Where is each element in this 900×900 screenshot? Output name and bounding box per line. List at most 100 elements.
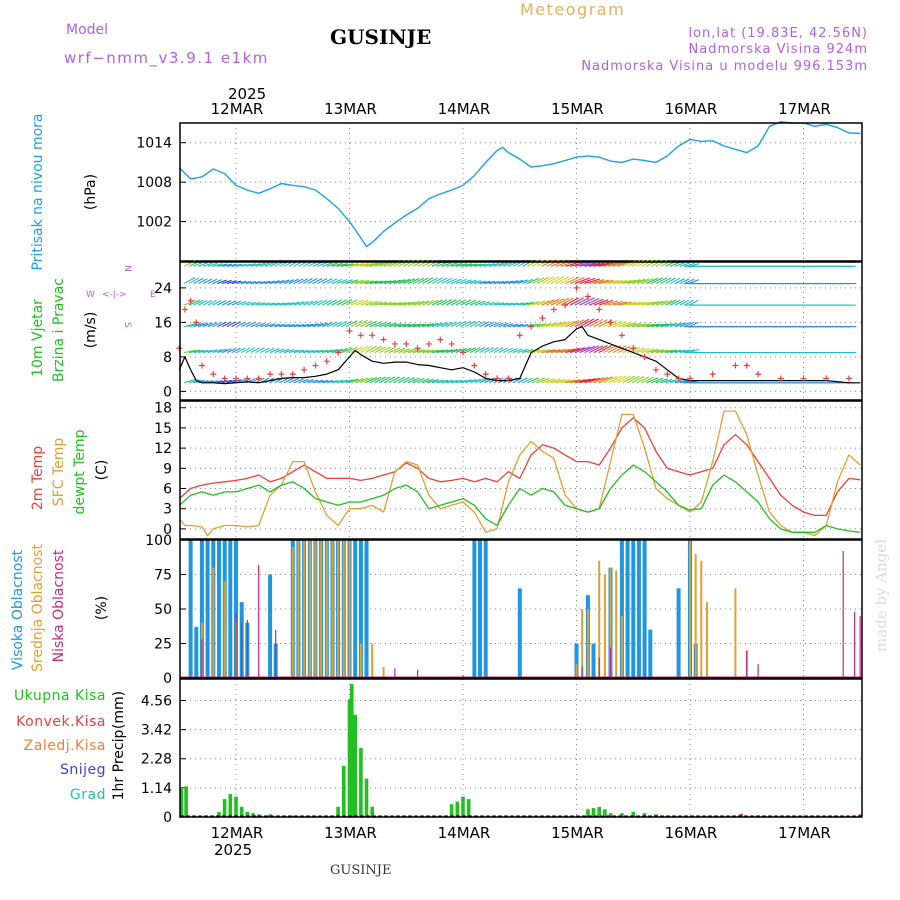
wind-barb <box>436 277 448 285</box>
wind-barb <box>341 347 353 354</box>
wind-barb <box>355 299 369 306</box>
wind-barb <box>579 345 596 354</box>
wind-barb <box>531 277 545 285</box>
wind-barb <box>460 279 472 285</box>
wind-ylabel: 10m Vjetar <box>30 299 46 377</box>
wind-dir-s: S <box>122 322 132 328</box>
cloud-bar <box>188 540 193 678</box>
wind-barb <box>593 319 608 328</box>
precip-bar <box>353 714 357 817</box>
wind-barb <box>679 349 691 354</box>
wind-barb <box>426 322 439 328</box>
wind-barb <box>207 322 218 328</box>
precip-bar <box>461 796 465 817</box>
wind-barb <box>317 379 329 384</box>
wind-barb <box>250 322 261 328</box>
precip-bar <box>234 796 238 817</box>
cloud-bar <box>642 540 647 678</box>
wind-barb <box>217 300 227 306</box>
wind-gust-series <box>176 284 852 382</box>
wind-barb <box>417 349 430 354</box>
wind-barb <box>303 349 314 354</box>
wind-barb <box>436 349 449 354</box>
legend-graupel: Grad <box>70 787 106 803</box>
y-tick-label: 15 <box>154 421 172 437</box>
wind-barb <box>393 347 406 354</box>
wind-barb <box>651 300 664 306</box>
wind-gust-marker <box>335 349 342 356</box>
wind-barb <box>379 301 392 306</box>
wind-barb <box>579 297 595 306</box>
product-title: Meteogram <box>520 0 625 19</box>
bottom-date-tick-label: 13MAR <box>324 824 377 842</box>
panel-frame <box>179 678 863 818</box>
wind-gust-marker <box>181 306 188 313</box>
wind-barb <box>617 301 632 306</box>
temp-unit: (C) <box>94 460 110 481</box>
wind-gust-marker <box>244 375 251 382</box>
wind-barb <box>240 321 251 328</box>
panel-frame <box>179 261 863 401</box>
cloud-bar <box>212 567 215 678</box>
wind-barb <box>527 301 540 306</box>
wind-barb <box>588 318 604 328</box>
wind-gust-marker <box>312 362 319 369</box>
wind-barb <box>298 378 309 384</box>
wind-barb <box>269 261 280 267</box>
wind-barb <box>584 377 601 384</box>
wind-barb <box>674 349 686 354</box>
wind-barb <box>517 348 528 354</box>
temperature-series-line <box>178 410 861 537</box>
wind-barb <box>345 279 359 285</box>
wind-barb <box>393 302 407 306</box>
wind-barb <box>288 301 300 306</box>
wind-barb <box>417 378 430 384</box>
cloud-bar <box>331 540 334 678</box>
wind-barb <box>479 263 491 267</box>
wind-barb <box>455 278 467 285</box>
wind-barb <box>646 300 659 306</box>
wind-barb <box>507 348 518 354</box>
wind-barb <box>188 277 200 285</box>
wind-gust-marker <box>471 362 478 369</box>
wind-barb <box>641 323 655 328</box>
wind-barb <box>536 259 550 267</box>
wind-barb <box>665 277 676 285</box>
wind-barb <box>450 262 463 267</box>
wind-barb <box>188 379 201 384</box>
wind-barb <box>383 376 396 384</box>
wind-barb <box>655 378 668 384</box>
wind-barb <box>608 300 623 306</box>
precip-bar <box>455 801 460 817</box>
model-elevation-label: Nadmorska Visina u modelu 996.153m <box>581 59 868 74</box>
cloud-bar <box>364 540 369 678</box>
y-tick-label: 3.42 <box>141 723 172 739</box>
wind-barb <box>565 276 580 285</box>
wind-barb <box>646 259 659 267</box>
wind-barb <box>474 346 486 354</box>
wind-gust-marker <box>607 319 614 326</box>
cloud-bar <box>700 560 703 678</box>
wind-barb <box>488 347 499 354</box>
wind-barb <box>546 276 560 285</box>
wind-barb <box>326 262 338 267</box>
wind-barb <box>288 349 300 354</box>
wind-barb <box>689 321 699 328</box>
wind-gust-marker <box>233 375 239 382</box>
cloud-bar <box>353 540 358 678</box>
cloud-bar <box>472 540 477 678</box>
wind-barb <box>198 300 208 306</box>
wind-barb <box>312 349 324 354</box>
wind-gust-marker <box>539 315 546 322</box>
cloud-bar <box>234 540 238 678</box>
wind-barb <box>360 280 374 285</box>
wind-barb <box>465 347 477 354</box>
wind-barb <box>279 279 290 285</box>
wind-barb <box>398 376 410 384</box>
lonlat-label: lon,lat (19.83E, 42.56N) <box>688 26 868 41</box>
wind-barb <box>260 322 270 328</box>
wind-barb <box>603 262 619 267</box>
wind-barb <box>241 301 251 306</box>
wind-barb <box>493 302 505 306</box>
wind-barb <box>407 323 421 328</box>
